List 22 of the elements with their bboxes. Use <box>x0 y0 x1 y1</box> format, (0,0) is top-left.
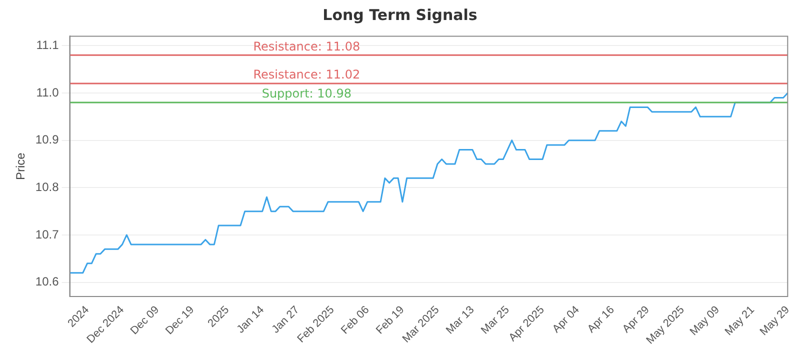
ref-line-label: Resistance: 11.08 <box>253 39 360 54</box>
ref-line-label: Support: 10.98 <box>262 86 352 101</box>
x-tick-label: Dec 19 <box>163 304 197 338</box>
y-tick-label: 10.9 <box>35 132 60 147</box>
x-tick-label: Mar 13 <box>444 304 477 337</box>
y-tick-label: 10.7 <box>35 227 60 242</box>
y-tick-label: 11.1 <box>36 38 60 52</box>
y-tick-label: 10.8 <box>35 180 60 194</box>
chart-title: Long Term Signals <box>322 6 478 24</box>
x-tick-label: Feb 19 <box>374 304 407 337</box>
x-tick-label: Feb 06 <box>338 304 372 337</box>
x-tick-label: May 21 <box>722 304 757 338</box>
y-tick-label: 10.6 <box>35 274 60 289</box>
x-tick-label: May 09 <box>688 304 722 338</box>
x-tick-label: Apr 04 <box>550 304 582 336</box>
x-tick-label: Apr 16 <box>585 304 617 336</box>
x-tick-label: May 29 <box>758 304 792 338</box>
ref-line-label: Resistance: 11.02 <box>253 68 360 82</box>
x-tick-label: Jan 14 <box>234 304 267 336</box>
y-tick-label: 11.0 <box>36 85 60 100</box>
y-axis-title: Price <box>14 152 28 180</box>
x-tick-label: Dec 09 <box>128 304 162 338</box>
